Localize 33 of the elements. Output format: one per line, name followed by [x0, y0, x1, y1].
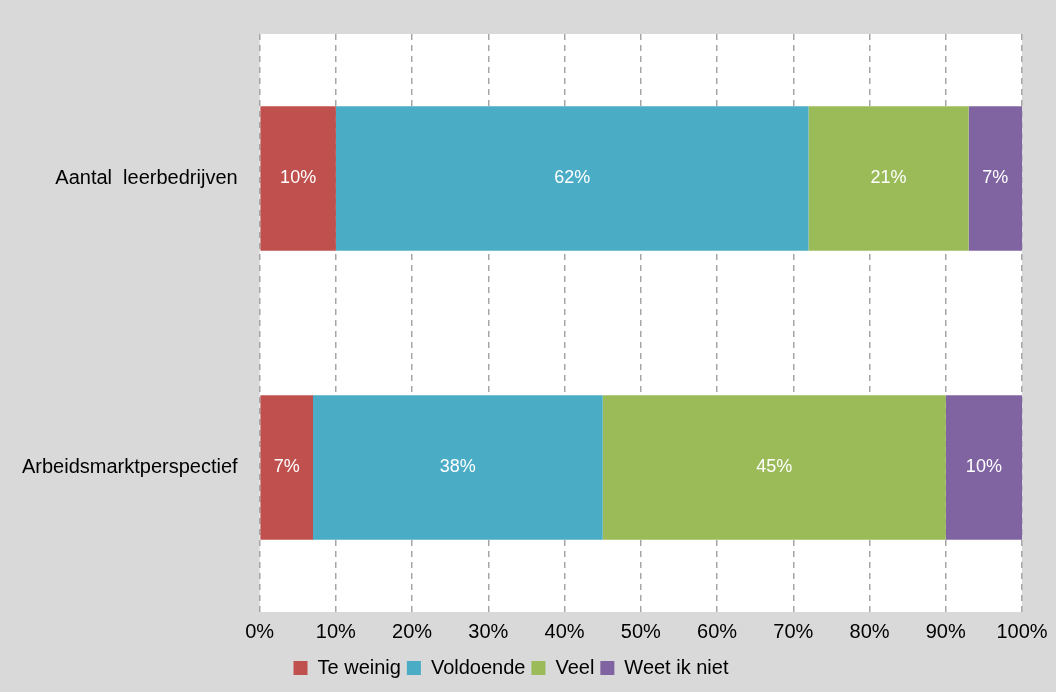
x-tick-label: 80% [849, 619, 890, 642]
bar [313, 395, 603, 540]
x-tick-label: 70% [773, 619, 814, 642]
x-tick-label: 10% [315, 619, 357, 642]
x-tick-label: 40% [544, 619, 585, 642]
x-tick-label: 90% [925, 619, 966, 642]
bar [335, 106, 809, 251]
data-label: 45% [756, 456, 793, 477]
x-tick-label: 0% [245, 619, 275, 642]
x-tick-label: 100% [996, 619, 1048, 642]
data-label: 38% [439, 456, 476, 477]
bar [602, 395, 946, 540]
data-label: 7% [273, 456, 300, 477]
data-label: 7% [982, 167, 1009, 188]
bar [968, 106, 1022, 251]
x-tick-label: 20% [392, 619, 433, 642]
bar [260, 106, 336, 251]
x-tick-label: 30% [468, 619, 509, 642]
bar [260, 395, 314, 540]
data-label: 62% [554, 167, 591, 188]
bar [945, 395, 1022, 540]
data-label: 10% [965, 456, 1002, 477]
y-tick-label: Aantal leerbedrijven [55, 166, 238, 189]
bar [808, 106, 969, 251]
x-tick-label: 50% [620, 619, 662, 642]
data-label: 10% [280, 167, 317, 188]
x-tick-label: 60% [697, 619, 738, 642]
data-label: 21% [870, 167, 907, 188]
legend-label: Te weinig [317, 655, 401, 678]
y-tick-label: Arbeidsmarktperspectief [21, 455, 239, 478]
legend-label: Weet ik niet [624, 655, 729, 678]
legend-label: Veel [555, 655, 595, 678]
legend-label: Voldoende [430, 655, 526, 678]
